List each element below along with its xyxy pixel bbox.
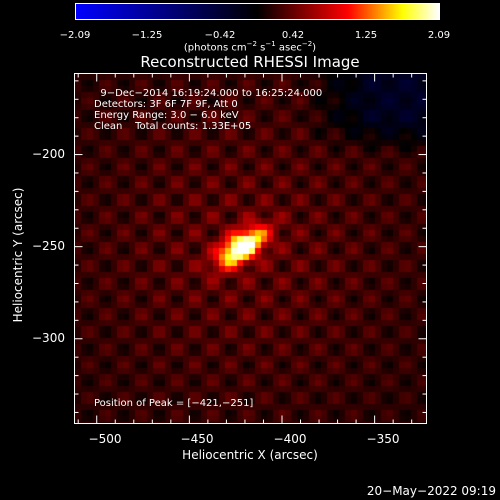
y-tick-label: −200: [32, 147, 65, 161]
colorbar-tick-label: −0.42: [204, 30, 236, 41]
detectors-info: Detectors: 3F 6F 7F 9F, Att 0: [94, 99, 238, 110]
colorbar-units-label: (photons cm−2 s−1 asec−2): [183, 40, 317, 54]
obs-time-range: 9−Dec−2014 16:19:24.000 to 16:25:24.000: [94, 88, 323, 99]
colorbar-frame: [75, 3, 440, 20]
plot-frame: [74, 73, 427, 424]
colorbar-tick-label: 1.25: [354, 30, 378, 41]
plot-timestamp: 20−May−2022 09:19: [366, 484, 496, 498]
x-tick-label: −450: [180, 432, 214, 446]
x-tick-label: −500: [88, 432, 122, 446]
peak-position-label: Position of Peak = [−421,−251]: [94, 398, 254, 409]
rhessi-image: [75, 74, 427, 424]
y-axis-label: Heliocentric Y (arcsec): [11, 187, 25, 323]
chart-title: Reconstructed RHESSI Image: [140, 53, 360, 71]
colorbar-tick-label: −2.09: [59, 30, 91, 41]
colorbar: [75, 3, 439, 19]
x-axis-label: Heliocentric X (arcsec): [182, 448, 318, 462]
colorbar-tick-label: 2.09: [427, 30, 451, 41]
method-counts-info: Clean Total counts: 1.33E+05: [94, 121, 252, 132]
x-tick-label: −350: [366, 432, 400, 446]
colorbar-tick-label: 0.42: [281, 30, 305, 41]
colorbar-tick-label: −1.25: [131, 30, 163, 41]
energy-range-info: Energy Range: 3.0 − 6.0 keV: [94, 110, 239, 121]
x-tick-label: −400: [273, 432, 307, 446]
y-tick-label: −250: [32, 239, 65, 253]
y-tick-label: −300: [32, 331, 65, 345]
